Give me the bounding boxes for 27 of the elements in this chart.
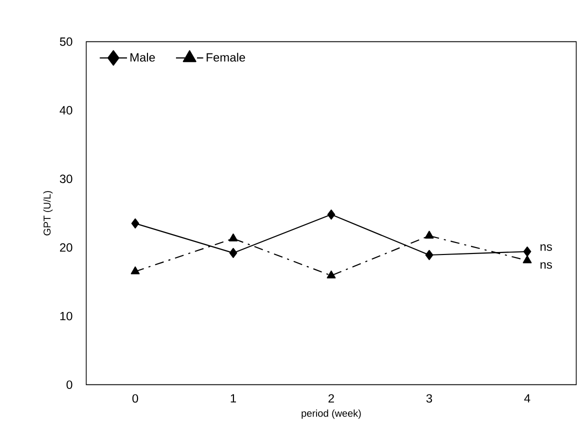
point (131, 218, 140, 229)
y-axis-title: GPT (U/L) (43, 191, 53, 236)
point (228, 233, 238, 242)
y-tick-label: 20 (60, 243, 72, 252)
y-tick-label: 10 (60, 312, 72, 320)
point (130, 266, 140, 274)
y-tick-label: 40 (60, 106, 72, 114)
x-axis-title: period (week) (302, 409, 361, 419)
annotation: ns (540, 244, 552, 251)
annotation: ns (540, 262, 552, 269)
point (229, 248, 238, 258)
y-tick-label: 30 (60, 174, 72, 184)
point (523, 246, 532, 257)
x-tick-label: 2 (328, 394, 334, 403)
point (424, 230, 434, 239)
x-tick-label: 3 (426, 394, 432, 403)
y-tick-label: 0 (66, 380, 72, 389)
x-tick-label: 4 (524, 394, 530, 402)
legend-label: Female (206, 52, 246, 62)
x-tick-label: 0 (132, 394, 138, 403)
point (326, 270, 336, 278)
y-tick-label: 50 (60, 37, 72, 46)
point (425, 250, 434, 260)
point (522, 255, 532, 264)
point (327, 209, 336, 220)
x-tick-label: 1 (230, 394, 236, 402)
legend-label: Male (130, 52, 155, 62)
